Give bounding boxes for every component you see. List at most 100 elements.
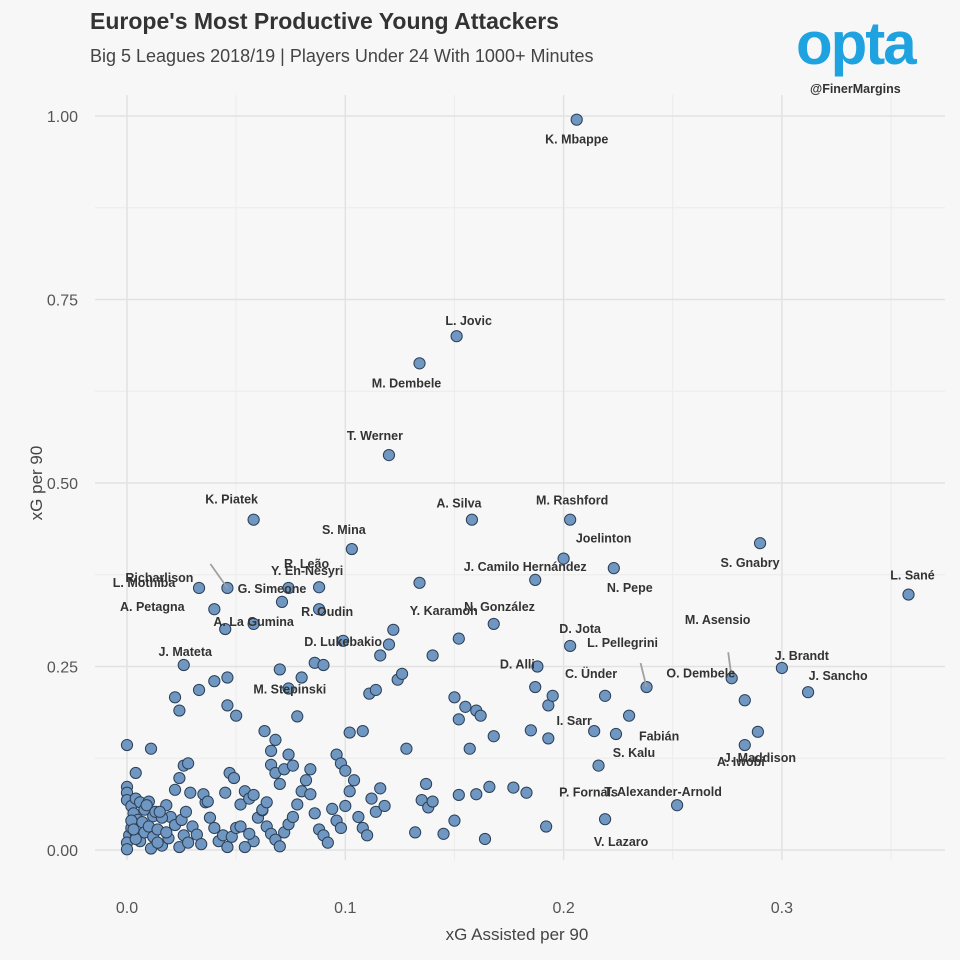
x-tick-label: 0.2 xyxy=(552,900,574,917)
data-point xyxy=(343,726,356,739)
data-point xyxy=(592,759,605,772)
point-label: C. Ünder xyxy=(565,666,617,681)
data-point xyxy=(173,704,186,717)
data-point xyxy=(221,840,234,854)
data-point xyxy=(529,573,542,586)
data-point xyxy=(120,843,134,856)
data-point xyxy=(738,738,751,752)
data-point xyxy=(334,821,348,835)
point-label: J. Brandt xyxy=(775,649,830,663)
data-point xyxy=(234,798,247,811)
data-point xyxy=(304,763,317,776)
x-tick-label: 0.3 xyxy=(771,900,793,917)
data-point xyxy=(129,766,142,780)
data-point xyxy=(264,744,278,758)
data-point xyxy=(352,810,365,824)
data-point xyxy=(463,742,476,755)
point-label: M. Asensio xyxy=(685,613,751,627)
x-tick-label: 0.0 xyxy=(116,900,138,917)
data-point xyxy=(313,603,326,616)
data-point xyxy=(640,680,653,694)
data-point xyxy=(382,449,396,462)
point-label: T. Alexander-Arnold xyxy=(604,785,722,799)
data-point xyxy=(286,759,300,772)
data-point xyxy=(448,814,461,827)
point-label: P. Fornals xyxy=(559,786,618,800)
point-label: D. Alli xyxy=(500,658,535,672)
data-point xyxy=(243,827,256,840)
data-point xyxy=(182,836,195,849)
point-label: Fabián xyxy=(639,730,679,744)
data-point xyxy=(238,840,251,854)
data-point xyxy=(317,658,330,672)
data-point xyxy=(282,581,295,595)
point-label: R. Oudin xyxy=(301,605,353,619)
data-point xyxy=(751,725,764,738)
point-label: A. La Gumina xyxy=(213,615,295,629)
data-point xyxy=(182,757,195,770)
data-point xyxy=(378,799,391,813)
data-point xyxy=(902,588,915,601)
data-point xyxy=(607,562,620,575)
data-point xyxy=(173,771,186,785)
data-point xyxy=(299,774,313,787)
label-leader-line xyxy=(727,652,733,679)
point-label: M. Dembele xyxy=(372,376,442,390)
data-point xyxy=(208,603,221,616)
point-label: Y. Karamoh xyxy=(410,604,478,618)
data-point xyxy=(208,675,221,688)
data-point xyxy=(382,638,396,651)
data-point xyxy=(419,777,433,791)
data-point xyxy=(144,742,158,755)
point-label: S. Gnabry xyxy=(721,556,780,570)
data-point xyxy=(557,552,570,565)
label-leader-line xyxy=(639,662,648,688)
point-label: Y. En-Nesyri xyxy=(271,564,343,578)
point-label: A. Silva xyxy=(436,497,482,511)
point-label: A. Petagna xyxy=(120,600,186,614)
point-label: J. Sancho xyxy=(809,669,868,683)
point-label: S. Kalu xyxy=(613,746,655,760)
data-point xyxy=(282,748,295,761)
data-point xyxy=(221,671,234,684)
point-label: L. Mothiba xyxy=(113,576,177,590)
x-axis-label: xG Assisted per 90 xyxy=(446,925,589,944)
point-label: J. Maddison xyxy=(724,751,796,765)
data-point xyxy=(269,733,282,747)
point-label: L. Jovic xyxy=(445,314,492,328)
y-axis-label: xG per 90 xyxy=(27,446,46,521)
data-point xyxy=(291,710,304,723)
x-tick-label: 0.1 xyxy=(334,900,356,917)
data-point xyxy=(286,810,300,824)
data-point xyxy=(426,649,439,662)
data-point xyxy=(531,660,544,673)
point-label: S. Mina xyxy=(322,523,367,537)
data-point xyxy=(275,595,289,609)
data-point xyxy=(195,838,208,851)
data-point xyxy=(395,667,409,680)
data-point xyxy=(400,742,413,755)
data-point xyxy=(295,671,308,684)
data-point xyxy=(192,581,206,595)
data-point xyxy=(622,709,636,722)
data-point xyxy=(598,813,612,826)
twitter-handle: @FinerMargins xyxy=(810,82,901,96)
data-point xyxy=(127,823,140,836)
data-point xyxy=(775,661,789,675)
point-label: R. Leão xyxy=(284,557,330,571)
data-point xyxy=(343,785,356,798)
data-point xyxy=(208,821,221,835)
y-tick-label: 1.00 xyxy=(47,109,78,126)
data-point xyxy=(487,617,500,631)
point-label: N. Pepe xyxy=(607,581,653,595)
data-point xyxy=(227,771,241,785)
data-point xyxy=(520,786,533,799)
data-point xyxy=(273,777,286,791)
chart-title: Europe's Most Productive Young Attackers xyxy=(90,8,559,34)
data-point xyxy=(546,689,559,702)
data-point xyxy=(273,840,286,853)
data-point xyxy=(168,691,182,704)
data-point xyxy=(153,805,166,818)
point-label: J. Mateta xyxy=(158,645,213,659)
data-point xyxy=(339,799,352,813)
